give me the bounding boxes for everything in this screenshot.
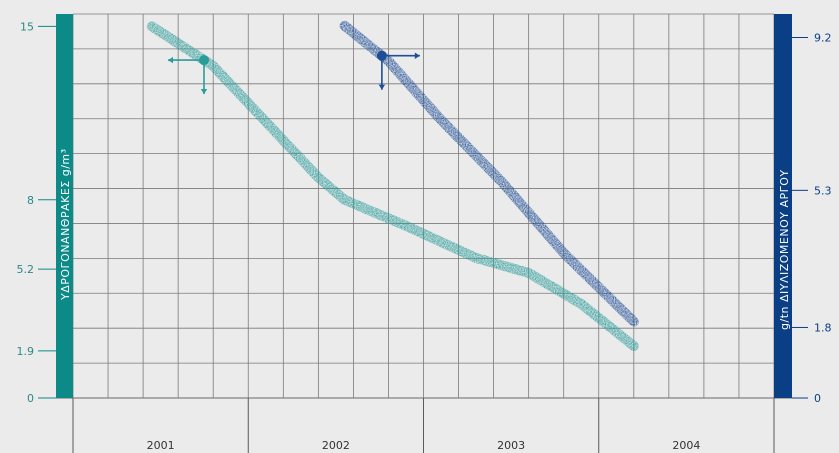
axis-arrow-head: [167, 56, 174, 64]
left-tick-label: 8: [27, 194, 34, 207]
right-tick-label: 5.3: [814, 184, 832, 197]
x-tick-label: 2003: [497, 439, 525, 452]
grid: [72, 13, 775, 399]
series-marker-2: [376, 50, 387, 61]
left-tick-label: 5.2: [17, 263, 35, 276]
right-axis-ticks: 0 1.8 5.3 9.2: [792, 32, 832, 405]
right-axis-bar: [774, 14, 792, 398]
right-tick-label: 9.2: [814, 32, 832, 45]
x-tick-label: 2004: [672, 439, 700, 452]
series-marker-1: [198, 55, 209, 66]
axis-arrow-head: [414, 52, 420, 59]
series-markers: [167, 50, 420, 95]
x-tick-label: 2002: [322, 439, 350, 452]
series-line-2: [339, 20, 639, 327]
series-line-1: [146, 21, 639, 351]
x-tick-label: 2001: [147, 439, 175, 452]
right-tick-label: 1.8: [814, 321, 832, 334]
left-axis-ticks: 0 1.9 5.2 8 15: [17, 20, 56, 405]
right-axis-label: g/tn ΔΙΥΛΙΖΟΜΕΝΟΥ ΑΡΓΟΥ: [778, 169, 791, 330]
x-axis: 2001 2002 2003 2004: [38, 397, 800, 453]
left-tick-label: 15: [20, 20, 34, 33]
axis-arrow-head: [200, 89, 208, 95]
left-tick-label: 1.9: [17, 345, 35, 358]
axis-arrow-head: [378, 84, 386, 90]
left-tick-label: 0: [27, 392, 34, 405]
right-tick-label: 0: [814, 392, 821, 405]
left-axis-label: ΥΔΡΟΓΟΝΑΝΘΡΑΚΕΣ g/m³: [59, 148, 72, 301]
series-layer: [146, 20, 639, 351]
left-axis-bar: [56, 14, 73, 398]
